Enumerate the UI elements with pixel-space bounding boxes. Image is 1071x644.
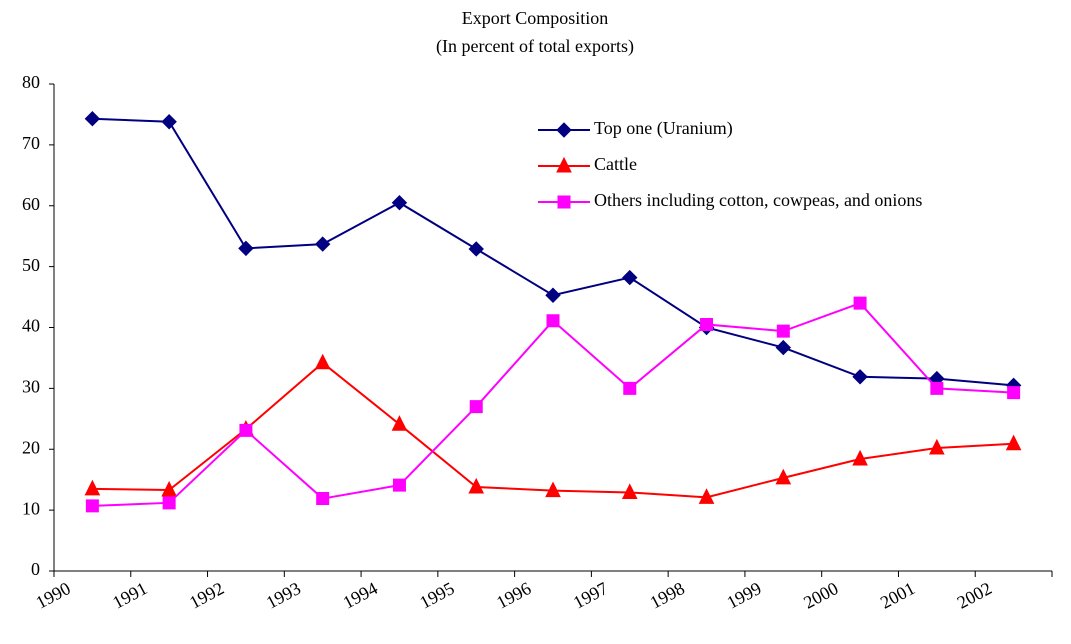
data-point (852, 369, 868, 385)
y-tick-label: 50 (22, 255, 40, 275)
data-point (239, 423, 253, 437)
data-point (314, 236, 331, 252)
y-tick-label: 30 (22, 377, 40, 397)
data-point (775, 339, 792, 356)
y-tick-label: 20 (22, 437, 40, 457)
data-point (546, 314, 560, 328)
x-tick-label: 1998 (647, 578, 688, 613)
x-tick-label: 1995 (416, 578, 457, 613)
data-point (391, 415, 408, 431)
data-point (84, 479, 101, 496)
data-point (698, 488, 715, 504)
legend-marker (557, 195, 571, 209)
x-tick-label: 1990 (33, 578, 74, 613)
x-tick-label: 1994 (340, 578, 381, 613)
data-point (622, 269, 638, 286)
data-point (1007, 386, 1021, 400)
data-point (314, 353, 331, 370)
x-tick-label: 1999 (723, 578, 764, 613)
x-tick-label: 1997 (570, 578, 611, 613)
data-point (392, 478, 406, 492)
y-tick-label: 70 (22, 133, 40, 153)
x-tick-label: 1993 (263, 578, 304, 613)
x-tick-label: 1992 (186, 578, 227, 613)
data-point (84, 110, 101, 127)
x-tick-label: 2001 (877, 578, 918, 613)
data-point (775, 468, 792, 485)
y-tick-label: 80 (22, 72, 40, 92)
legend-label: Others including cotton, cowpeas, and on… (594, 190, 922, 210)
series-line (92, 301, 1014, 507)
x-tick-label: 2002 (954, 578, 995, 613)
data-point (238, 240, 254, 257)
data-point (700, 317, 714, 331)
legend-marker (556, 156, 572, 173)
chart-subtitle: (In percent of total exports) (436, 36, 634, 57)
data-point (391, 194, 408, 211)
data-point (161, 480, 177, 497)
data-point (1005, 434, 1022, 451)
series-line (92, 361, 1014, 499)
data-point (85, 499, 99, 513)
data-point (623, 381, 637, 395)
data-point (853, 296, 867, 310)
y-tick-label: 10 (22, 498, 40, 518)
data-point (776, 324, 790, 338)
data-point (469, 400, 483, 414)
data-point (545, 287, 561, 303)
data-point (161, 114, 177, 130)
data-point (468, 477, 485, 494)
legend-label: Cattle (594, 154, 637, 174)
x-tick-label: 1991 (109, 578, 150, 613)
y-tick-label: 40 (22, 316, 40, 336)
data-point (929, 438, 945, 455)
data-point (468, 241, 484, 257)
data-point (930, 381, 944, 395)
y-tick-label: 0 (31, 559, 40, 579)
x-tick-label: 2000 (800, 578, 841, 613)
data-point (545, 481, 561, 498)
y-tick-label: 60 (22, 194, 40, 214)
legend-label: Top one (Uranium) (594, 118, 733, 139)
data-point (852, 449, 868, 466)
data-point (621, 483, 638, 499)
x-tick-label: 1996 (493, 578, 534, 613)
data-point (316, 492, 330, 506)
data-point (162, 496, 176, 510)
chart-title: Export Composition (462, 8, 609, 28)
legend-marker (556, 122, 572, 138)
series-line (92, 117, 1014, 387)
